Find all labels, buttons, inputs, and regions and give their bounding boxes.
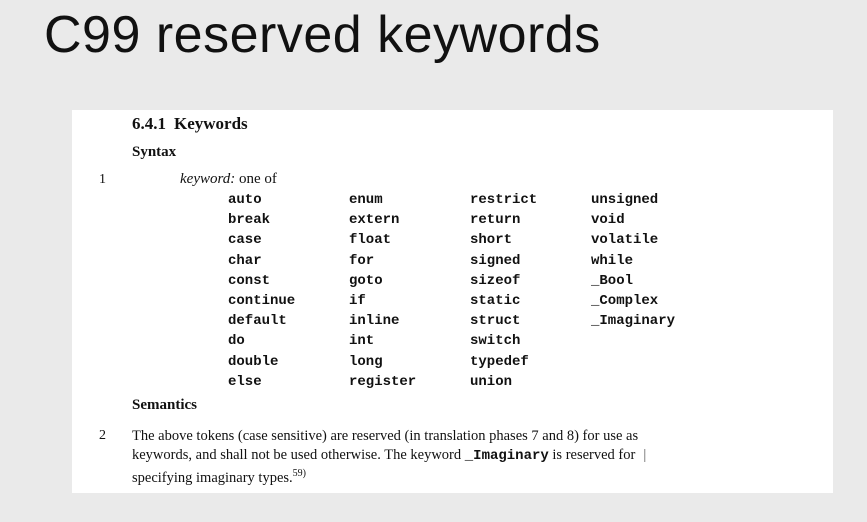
section-heading: 6.4.1 Keywords bbox=[132, 114, 248, 134]
keyword-cell: _Imaginary bbox=[591, 313, 676, 330]
keyword-cell bbox=[591, 352, 712, 372]
keyword-cell: static bbox=[470, 292, 521, 309]
keyword-cell: else bbox=[228, 373, 262, 390]
keyword-label: keyword: bbox=[180, 171, 236, 187]
keyword-cell: double bbox=[228, 353, 279, 370]
keyword-cell: if bbox=[349, 292, 366, 309]
keyword-cell: sizeof bbox=[470, 272, 521, 289]
keyword-cell: union bbox=[470, 373, 513, 390]
semantics-paragraph: The above tokens (case sensitive) are re… bbox=[132, 427, 792, 487]
keyword-cell: signed bbox=[470, 252, 521, 269]
keyword-cell: void bbox=[591, 212, 625, 229]
footnote-reference: 59) bbox=[292, 468, 307, 479]
keyword-cell: struct bbox=[470, 313, 521, 330]
section-title: Keywords bbox=[174, 114, 248, 133]
keyword-cell bbox=[591, 331, 712, 351]
keyword-one-of: one of bbox=[239, 171, 277, 187]
keyword-table: auto enum restrict unsigned break extern retur… bbox=[228, 190, 712, 392]
semantics-text-fragment: keywords, and shall not be used otherwis… bbox=[132, 446, 465, 463]
keyword-cell: switch bbox=[470, 333, 521, 350]
keyword-cell: char bbox=[228, 252, 262, 269]
keyword-cell: extern bbox=[349, 212, 400, 229]
imaginary-keyword: _Imaginary bbox=[464, 447, 549, 464]
keyword-cell bbox=[591, 372, 712, 392]
keyword-intro: keyword: one of bbox=[180, 171, 277, 188]
paragraph-number-2: 2 bbox=[99, 428, 106, 443]
paragraph-number-1: 1 bbox=[99, 172, 106, 187]
keyword-cell: continue bbox=[228, 292, 296, 309]
keyword-cell: enum bbox=[349, 192, 383, 208]
semantics-line: specifying imaginary types.59) bbox=[132, 465, 792, 487]
keyword-cell: _Complex bbox=[591, 292, 659, 309]
keyword-cell: while bbox=[591, 252, 634, 269]
keyword-cell: typedef bbox=[470, 353, 529, 370]
keyword-cell: default bbox=[228, 313, 287, 330]
standard-excerpt: 6.4.1 Keywords Syntax 1 keyword: one of a… bbox=[72, 110, 833, 493]
keyword-cell: restrict bbox=[470, 192, 538, 208]
semantics-line: keywords, and shall not be used otherwis… bbox=[132, 446, 792, 466]
keyword-cell: do bbox=[228, 333, 245, 350]
keyword-cell: short bbox=[470, 232, 513, 249]
keyword-cell: int bbox=[349, 333, 375, 350]
keyword-cell: unsigned bbox=[591, 192, 659, 208]
keyword-cell: break bbox=[228, 212, 271, 229]
keyword-cell: float bbox=[349, 232, 392, 249]
keyword-cell: register bbox=[349, 373, 417, 390]
keyword-cell: inline bbox=[349, 313, 400, 330]
keyword-cell: _Bool bbox=[591, 272, 634, 289]
semantics-heading: Semantics bbox=[132, 397, 197, 413]
keyword-cell: return bbox=[470, 212, 521, 229]
semantics-text-fragment: specifying imaginary types. bbox=[132, 469, 293, 486]
slide-title: C99 reserved keywords bbox=[44, 6, 601, 64]
keyword-cell: auto bbox=[228, 192, 262, 208]
keyword-cell: for bbox=[349, 252, 375, 269]
section-number: 6.4.1 bbox=[132, 114, 166, 133]
keyword-cell: const bbox=[228, 272, 271, 289]
change-bar: | bbox=[643, 446, 647, 463]
keyword-cell: case bbox=[228, 232, 262, 249]
keyword-cell: goto bbox=[349, 272, 383, 289]
keyword-cell: volatile bbox=[591, 232, 659, 249]
semantics-line: The above tokens (case sensitive) are re… bbox=[132, 428, 639, 444]
semantics-text-fragment: is reserved for bbox=[548, 446, 636, 463]
keyword-cell: long bbox=[349, 353, 383, 370]
syntax-heading: Syntax bbox=[132, 144, 177, 160]
